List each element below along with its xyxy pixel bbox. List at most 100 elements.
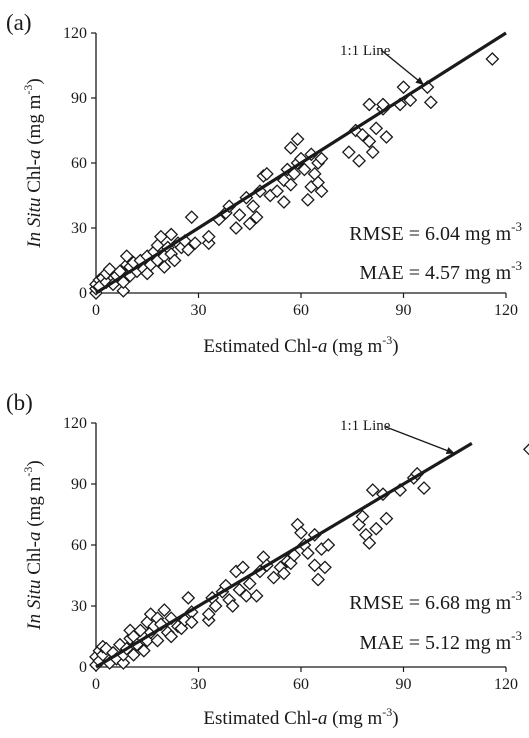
x-axis-title-unit: (mg m (327, 336, 382, 357)
data-point (369, 521, 384, 536)
data-point (249, 588, 264, 603)
x-axis-title-unit: (mg m (327, 708, 382, 729)
mae-text: MAE = 5.12 mg m-3 (359, 628, 522, 654)
data-point (417, 481, 431, 495)
one-to-one-label: 1:1 Line (340, 418, 391, 434)
stat-label: RMSE = 6.68 mg m (349, 592, 511, 614)
y-tick-label: 60 (71, 537, 87, 554)
data-point (317, 560, 332, 575)
y-axis-title-exp: -3 (21, 85, 35, 95)
data-point (235, 560, 250, 575)
y-axis-title-italic2: a (24, 150, 45, 160)
y-axis-title-unit: (mg m (24, 94, 45, 149)
x-axis-title-exp: -3 (382, 705, 392, 719)
data-point (242, 576, 257, 591)
data-point (232, 208, 247, 222)
y-axis-title-italic: In Situ (24, 580, 45, 631)
data-point (307, 558, 322, 573)
data-point (184, 210, 199, 225)
x-tick-label: 30 (191, 676, 207, 693)
y-axis-title-unit: (mg m (24, 476, 45, 531)
x-axis-title-base: Estimated Chl- (203, 708, 318, 729)
data-point (232, 582, 247, 597)
data-point (102, 262, 117, 277)
y-tick-label: 0 (79, 285, 87, 302)
data-point (188, 236, 203, 251)
y-axis-title-base: Chl- (24, 541, 45, 580)
data-point (283, 177, 298, 192)
mae-text: MAE = 4.57 mg m-3 (359, 258, 522, 284)
y-tick-label: 90 (71, 90, 87, 107)
stat-label: MAE = 4.57 mg m (359, 262, 511, 284)
data-point (379, 130, 394, 144)
y-axis-title-exp: -3 (21, 467, 35, 477)
data-point (119, 249, 134, 264)
data-point (225, 599, 240, 613)
data-point (379, 511, 394, 526)
data-point (157, 603, 172, 617)
y-axis-title-base: Chl- (24, 159, 45, 198)
x-tick-label: 90 (396, 302, 412, 319)
y-axis-title-italic: In Situ (24, 198, 45, 249)
data-point (249, 210, 264, 225)
data-point (116, 656, 131, 670)
panel-label: (a) (6, 10, 32, 35)
x-tick-label: 120 (494, 676, 518, 693)
data-point (362, 97, 377, 112)
x-tick-label: 60 (293, 302, 309, 319)
one-to-one-label: 1:1 Line (340, 43, 391, 59)
data-point (314, 151, 329, 166)
annotation-arrow (380, 49, 425, 86)
x-axis-title-exp: -3 (382, 333, 392, 347)
data-point (184, 615, 199, 630)
data-point (181, 590, 196, 605)
annotation-arrowhead (445, 447, 455, 454)
y-tick-label: 120 (63, 415, 87, 432)
data-point (362, 134, 377, 149)
data-point (164, 629, 179, 644)
data-point (300, 192, 315, 207)
x-tick-label: 30 (191, 302, 207, 319)
data-point (369, 121, 384, 136)
data-point (290, 132, 305, 147)
stat-label: RMSE = 6.04 mg m (349, 223, 511, 245)
data-point (157, 260, 172, 274)
data-point (276, 566, 291, 581)
data-point (352, 153, 367, 168)
data-point (239, 588, 254, 603)
y-axis-title-italic2: a (24, 532, 45, 542)
data-point (321, 538, 336, 552)
stat-exp: -3 (511, 588, 522, 603)
data-point (116, 283, 131, 298)
data-point (396, 80, 411, 95)
data-point (423, 95, 438, 110)
x-axis-title-base: Estimated Chl- (203, 336, 318, 357)
data-point (259, 166, 274, 181)
panel-b: (b) 0 30 60 90 120 0 30 60 90 120 Estimated Chl-a (… (6, 390, 529, 729)
x-tick-label: 60 (293, 676, 309, 693)
stat-label: MAE = 5.12 mg m (359, 632, 511, 654)
x-axis-title-close: ) (392, 336, 398, 357)
y-axis-title: In Situ Chl-a (mg m-3) (21, 460, 45, 630)
data-point (314, 184, 329, 199)
one-to-one-line (95, 441, 473, 669)
data-point (485, 52, 500, 66)
y-tick-label: 60 (71, 155, 87, 172)
y-tick-label: 90 (71, 476, 87, 493)
data-point (246, 199, 261, 214)
data-point (266, 570, 281, 585)
data-point (150, 633, 165, 648)
y-tick-label: 0 (79, 659, 87, 676)
y-axis-title-close: ) (24, 460, 45, 466)
data-point (242, 216, 257, 231)
data-point (229, 221, 244, 235)
data-point (133, 623, 148, 638)
rmse-text: RMSE = 6.68 mg m-3 (349, 588, 522, 614)
x-axis-title: Estimated Chl-a (mg m-3) (203, 333, 398, 357)
data-point (297, 162, 312, 177)
stat-exp: -3 (511, 628, 522, 643)
data-point (355, 127, 370, 142)
y-tick-label: 120 (63, 25, 87, 42)
data-point (167, 253, 182, 268)
